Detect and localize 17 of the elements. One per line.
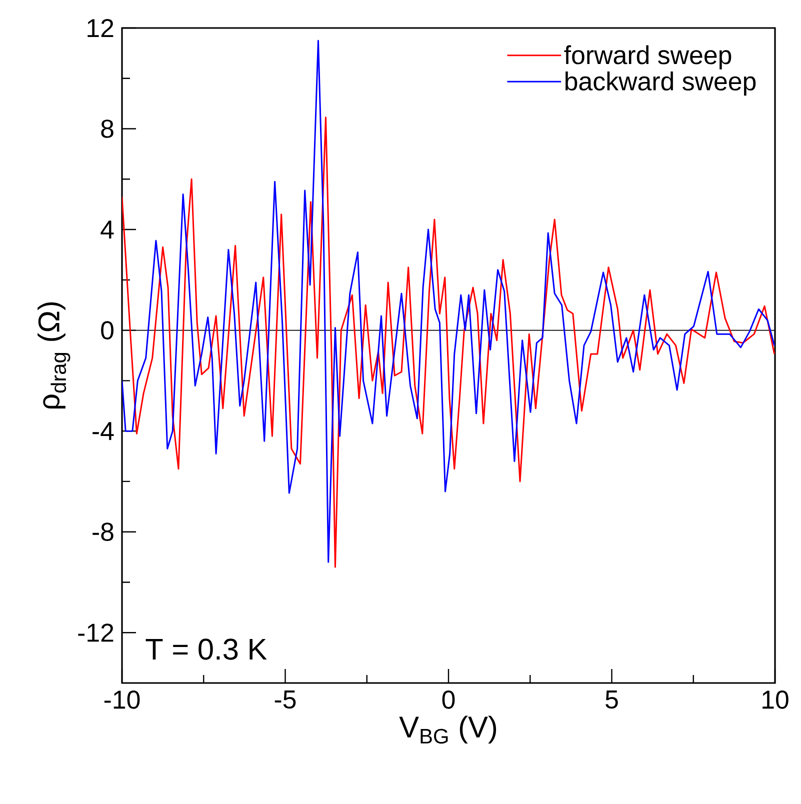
x-tick-label: 0 (442, 690, 455, 709)
x-tick-label: 10 (762, 690, 788, 709)
legend-label: backward sweep (566, 72, 756, 96)
y-tick-label: 4 (100, 220, 114, 238)
y-tick-label: 12 (88, 18, 114, 38)
x-tick-label: -5 (274, 690, 296, 709)
annotation: T = 0.3 K (146, 638, 267, 660)
x-tick-label: 5 (606, 690, 618, 709)
y-axis-title: ρ$_{drag}$ (Ω) (38, 302, 70, 409)
x-tick-label: -10 (104, 690, 140, 709)
legend-label: forward sweep (564, 45, 732, 70)
y-tick-label: 0 (101, 321, 114, 340)
y-tick-label: -8 (92, 522, 114, 542)
x-axis-title: V$_{BG}$ (V) (399, 716, 496, 744)
y-tick-label: 8 (101, 120, 114, 138)
y-tick-label: -4 (92, 422, 114, 440)
y-tick-label: -12 (78, 624, 114, 642)
